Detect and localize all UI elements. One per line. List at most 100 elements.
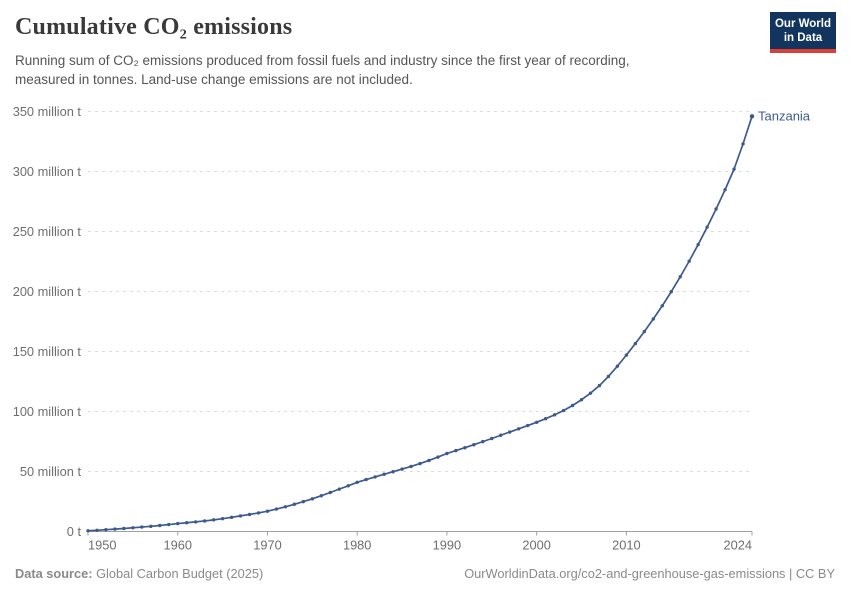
data-point[interactable] (373, 475, 377, 479)
data-point[interactable] (301, 499, 306, 504)
data-point[interactable] (561, 408, 566, 413)
x-axis-tick-label: 1980 (343, 538, 371, 553)
data-point[interactable] (409, 464, 413, 469)
data-point[interactable] (346, 484, 350, 488)
data-point[interactable] (651, 317, 655, 321)
data-point[interactable] (624, 353, 629, 357)
data-point[interactable] (149, 524, 153, 529)
data-point[interactable] (274, 507, 279, 511)
data-point[interactable] (265, 509, 270, 513)
data-point[interactable] (543, 417, 548, 421)
data-point[interactable] (570, 403, 575, 408)
data-point[interactable] (749, 114, 755, 119)
series-line-tanzania[interactable] (87, 115, 753, 532)
data-point[interactable] (552, 413, 557, 417)
series-label-tanzania[interactable]: Tanzania (758, 108, 811, 123)
data-point[interactable] (113, 527, 117, 531)
owid-logo-line1: Our World (774, 18, 831, 30)
chart-canvas[interactable]: 0 t 50 million t 100 million t 150 million … (0, 100, 850, 562)
owid-logo[interactable]: Our World in Data (770, 12, 836, 53)
y-axis-tick-label: 150 million t (13, 344, 82, 359)
data-point[interactable] (499, 433, 503, 437)
data-point[interactable] (355, 480, 359, 484)
data-point[interactable] (283, 505, 288, 509)
data-point[interactable] (687, 259, 691, 263)
data-point[interactable] (615, 364, 620, 368)
data-point[interactable] (229, 515, 234, 520)
data-point[interactable] (534, 420, 539, 424)
data-point[interactable] (660, 304, 664, 308)
data-point[interactable] (606, 374, 611, 379)
y-axis-tick-label: 200 million t (13, 284, 82, 299)
data-point[interactable] (463, 446, 467, 450)
data-point[interactable] (427, 458, 431, 463)
data-point[interactable] (481, 439, 485, 444)
data-point[interactable] (472, 443, 476, 447)
data-point[interactable] (104, 528, 108, 532)
data-point[interactable] (633, 341, 638, 346)
data-point[interactable] (714, 207, 718, 211)
data-point[interactable] (490, 436, 494, 441)
data-point[interactable] (696, 242, 700, 247)
data-point[interactable] (723, 188, 727, 192)
data-point[interactable] (292, 502, 297, 506)
data-point[interactable] (597, 383, 602, 388)
data-point[interactable] (211, 518, 216, 522)
data-point[interactable] (185, 521, 189, 525)
data-point[interactable] (741, 142, 745, 146)
y-axis-tick-label: 250 million t (13, 224, 82, 239)
data-point[interactable] (131, 526, 135, 530)
chart-subtitle: Running sum of CO₂ emissions produced fr… (15, 53, 630, 88)
attribution-link[interactable]: OurWorldinData.org/co2-and-greenhouse-ga… (464, 566, 835, 581)
data-point[interactable] (669, 290, 673, 294)
data-point[interactable] (642, 329, 647, 334)
data-point[interactable] (193, 520, 198, 524)
data-point[interactable] (122, 526, 126, 531)
x-axis-tick-label: 2010 (612, 538, 640, 553)
data-point[interactable] (508, 430, 512, 434)
page-title: Cumulative CO₂ emissions (15, 14, 293, 40)
data-point[interactable] (337, 487, 341, 491)
data-point[interactable] (588, 391, 593, 395)
data-point[interactable] (418, 461, 422, 466)
data-point[interactable] (220, 516, 225, 521)
x-axis-tick-label: 1950 (88, 538, 116, 553)
data-point[interactable] (364, 477, 368, 482)
data-point[interactable] (167, 522, 171, 527)
data-point[interactable] (454, 448, 458, 453)
chart-footer: Data source: Global Carbon Budget (2025)… (15, 566, 835, 581)
data-point[interactable] (238, 514, 243, 518)
data-point[interactable] (328, 490, 332, 495)
owid-logo-line2: in Data (783, 32, 823, 45)
data-point[interactable] (579, 398, 584, 402)
data-point[interactable] (140, 525, 144, 529)
x-axis-tick-label: 1960 (163, 538, 191, 553)
data-source-note: Data source: Global Carbon Budget (2025) (15, 566, 263, 581)
data-point[interactable] (400, 467, 404, 471)
x-axis-tick-label: 1970 (253, 538, 281, 553)
data-point[interactable] (525, 423, 530, 428)
data-point[interactable] (95, 528, 99, 532)
data-point[interactable] (247, 512, 252, 517)
data-point[interactable] (202, 519, 207, 523)
data-point[interactable] (310, 497, 315, 501)
x-axis-tick-label: 1990 (433, 538, 461, 553)
data-point[interactable] (436, 455, 440, 459)
data-point[interactable] (678, 275, 682, 279)
data-point[interactable] (732, 167, 736, 171)
data-point[interactable] (256, 511, 261, 515)
data-point[interactable] (158, 523, 162, 528)
y-axis-tick-label: 0 t (67, 524, 82, 539)
data-point[interactable] (391, 470, 395, 474)
data-point[interactable] (319, 494, 323, 498)
data-point[interactable] (382, 472, 386, 476)
data-point[interactable] (445, 451, 449, 456)
y-axis-tick-label: 300 million t (13, 164, 82, 179)
data-point[interactable] (705, 225, 709, 229)
data-point[interactable] (517, 427, 521, 431)
data-source-label: Data source: (15, 566, 93, 581)
data-point[interactable] (176, 521, 180, 526)
y-axis-tick-label: 50 million t (20, 464, 82, 479)
data-point[interactable] (86, 529, 90, 533)
